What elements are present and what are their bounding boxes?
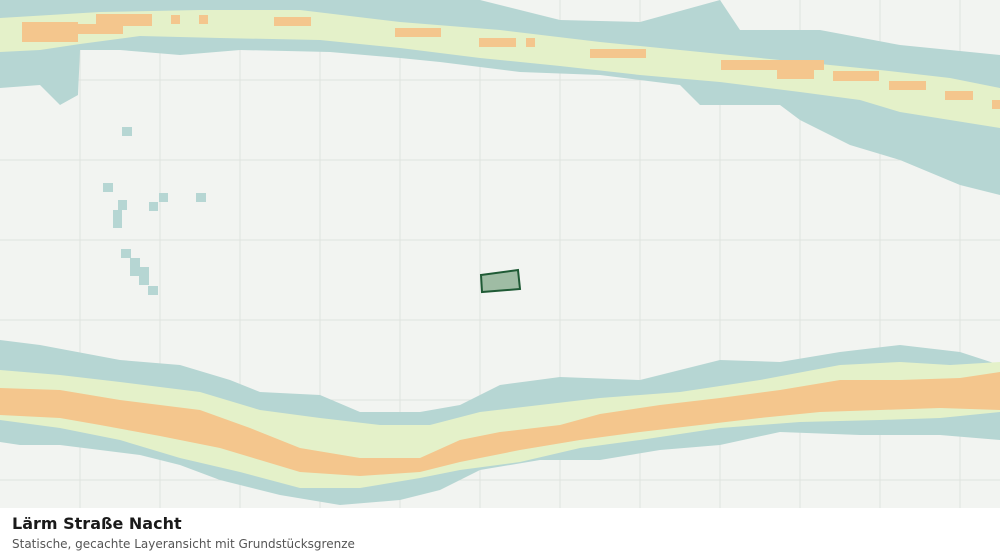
noise-zone-high (22, 14, 1000, 109)
map-canvas (0, 0, 1000, 508)
map-title: Lärm Straße Nacht (12, 514, 182, 533)
parcel-boundary (479, 268, 522, 294)
noise-zone-high (0, 372, 1000, 476)
caption: Lärm Straße Nacht Statische, gecachte La… (0, 508, 1000, 560)
map-subtitle: Statische, gecachte Layeransicht mit Gru… (12, 537, 355, 551)
noise-zone-low (0, 0, 1000, 295)
